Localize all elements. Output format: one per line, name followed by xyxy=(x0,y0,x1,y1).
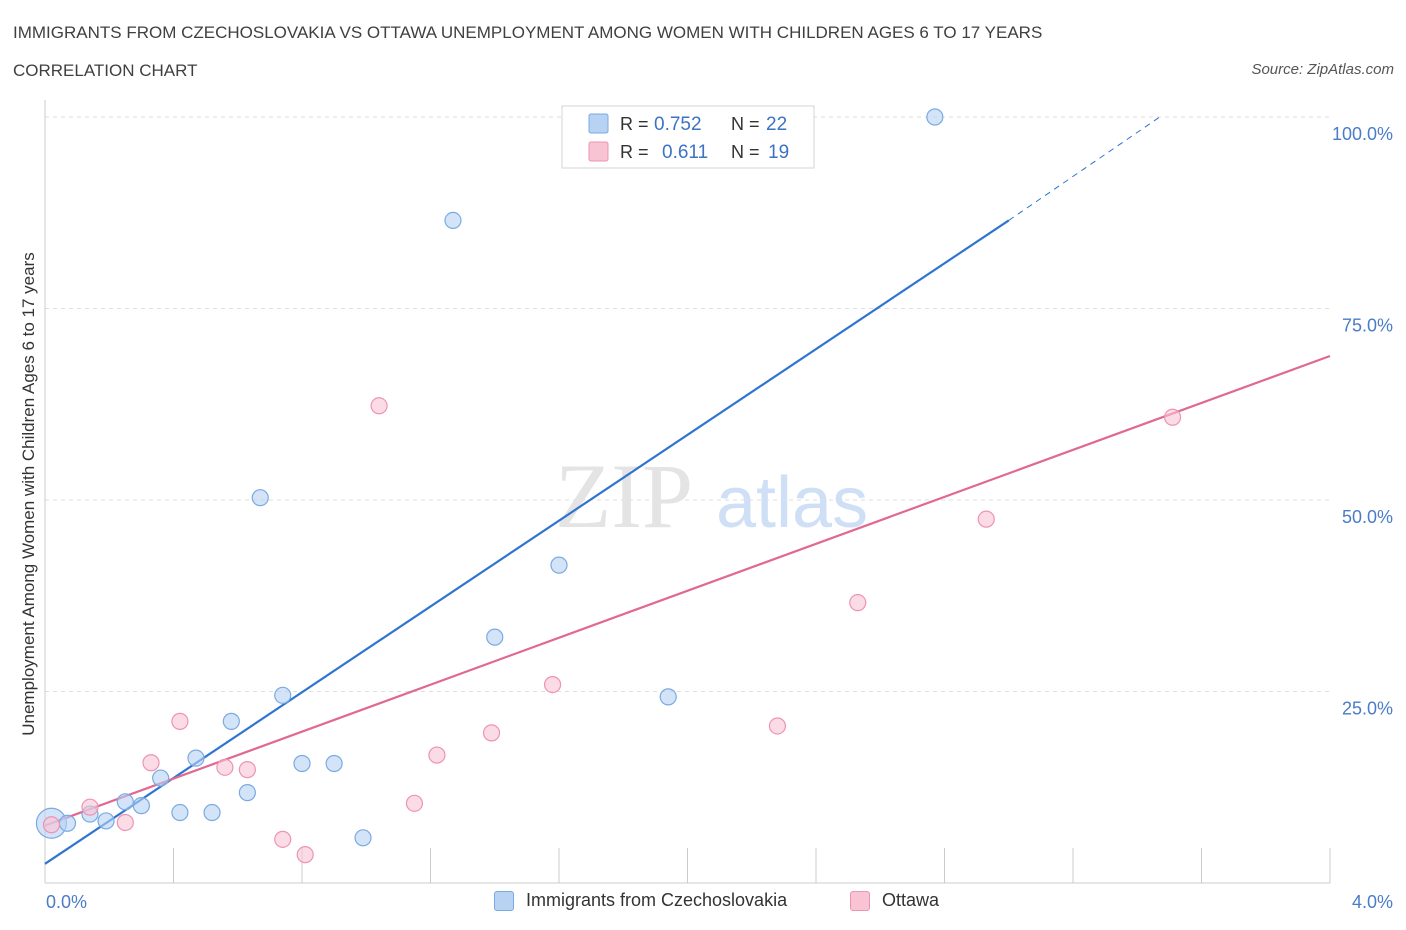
ottawa-point xyxy=(116,813,134,832)
x-tick-label: 4.0% xyxy=(1352,892,1393,912)
legend-label-ottawa: Ottawa xyxy=(882,890,940,910)
y-axis-label: Unemployment Among Women with Children A… xyxy=(19,252,38,736)
stats-swatch-pink xyxy=(588,141,609,162)
ottawa-trendline xyxy=(44,354,1331,827)
y-tick-label: 25.0% xyxy=(1342,699,1393,719)
trend-layer xyxy=(44,116,1331,865)
ottawa-point xyxy=(1163,408,1182,426)
czechoslovakia-trendline xyxy=(44,219,1010,865)
stats-r-value-1: 0.752 xyxy=(654,114,702,135)
legend-item-ottawa[interactable]: Ottawa xyxy=(850,890,939,911)
legend-label-czechoslovakia: Immigrants from Czechoslovakia xyxy=(526,890,788,910)
czechoslovakia-trendline-extension xyxy=(1008,116,1161,221)
stats-r-value-2: 0.611 xyxy=(662,142,708,163)
ottawa-point xyxy=(977,510,995,528)
czechoslovakia-point xyxy=(293,754,311,773)
bottom-legend: Immigrants from Czechoslovakia Ottawa xyxy=(0,890,1406,916)
ottawa-point xyxy=(428,746,446,764)
ottawa-point xyxy=(768,717,787,735)
stats-r-label-1: R = xyxy=(620,114,649,134)
czechoslovakia-point xyxy=(203,803,221,822)
ottawa-point xyxy=(543,676,562,694)
chart-title: IMMIGRANTS FROM CZECHOSLOVAKIA VS OTTAWA… xyxy=(13,23,1043,42)
ottawa-point xyxy=(81,798,99,816)
czechoslovakia-point xyxy=(222,712,240,730)
stats-n-label-2: N = xyxy=(731,142,760,162)
chart-subtitle: CORRELATION CHART xyxy=(13,61,198,80)
ottawa-point xyxy=(405,794,424,812)
czechoslovakia-point xyxy=(550,556,568,574)
stats-r-label-2: R = xyxy=(620,142,649,162)
ottawa-point xyxy=(238,761,256,779)
grid-layer xyxy=(45,116,1330,692)
czechoslovakia-point xyxy=(97,812,115,830)
czechoslovakia-point xyxy=(444,211,462,230)
ottawa-point xyxy=(849,594,867,612)
czechoslovakia-point xyxy=(486,628,504,646)
czechoslovakia-point xyxy=(116,793,134,811)
ottawa-point xyxy=(42,816,61,834)
ottawa-point xyxy=(171,712,189,730)
czechoslovakia-point xyxy=(187,749,205,767)
czechoslovakia-point xyxy=(238,784,256,802)
axis-layer: 25.0% 50.0% 75.0% 100.0% 0.0% 4.0% xyxy=(44,100,1393,912)
points-layer xyxy=(35,108,1182,864)
ottawa-point xyxy=(216,758,234,776)
czechoslovakia-point xyxy=(58,814,77,832)
czechoslovakia-point xyxy=(251,489,269,507)
stats-n-value-1: 22 xyxy=(766,114,787,135)
stats-n-label-1: N = xyxy=(731,114,760,134)
czechoslovakia-point xyxy=(152,769,170,787)
ottawa-point xyxy=(296,846,314,864)
ottawa-point xyxy=(274,830,292,848)
ottawa-point xyxy=(142,754,160,772)
stats-legend: R = 0.752 N = 22 R = 0.611 N = 19 xyxy=(561,105,815,169)
zipatlas-watermark: ZIP atlas xyxy=(555,445,868,547)
stats-n-value-2: 19 xyxy=(768,142,789,163)
czechoslovakia-point xyxy=(274,686,292,704)
czechoslovakia-point xyxy=(354,829,372,847)
stats-swatch-blue xyxy=(588,113,609,134)
czechoslovakia-point xyxy=(325,754,343,773)
y-tick-label: 100.0% xyxy=(1332,124,1393,144)
x-tick-label: 0.0% xyxy=(46,892,87,912)
czechoslovakia-point xyxy=(926,108,944,126)
legend-swatch-blue xyxy=(494,890,514,911)
legend-swatch-pink xyxy=(850,890,870,911)
ottawa-point xyxy=(370,397,388,415)
czechoslovakia-point xyxy=(132,797,150,815)
watermark-zip: ZIP xyxy=(555,445,693,547)
y-tick-label: 50.0% xyxy=(1342,507,1393,527)
watermark-atlas: atlas xyxy=(716,463,868,543)
source-label: Source: ZipAtlas.com xyxy=(1251,61,1394,78)
legend-item-czechoslovakia[interactable]: Immigrants from Czechoslovakia xyxy=(494,890,787,911)
czechoslovakia-point xyxy=(171,803,189,822)
ottawa-point xyxy=(482,724,501,742)
y-tick-label: 75.0% xyxy=(1342,316,1393,336)
czechoslovakia-point xyxy=(659,688,677,706)
